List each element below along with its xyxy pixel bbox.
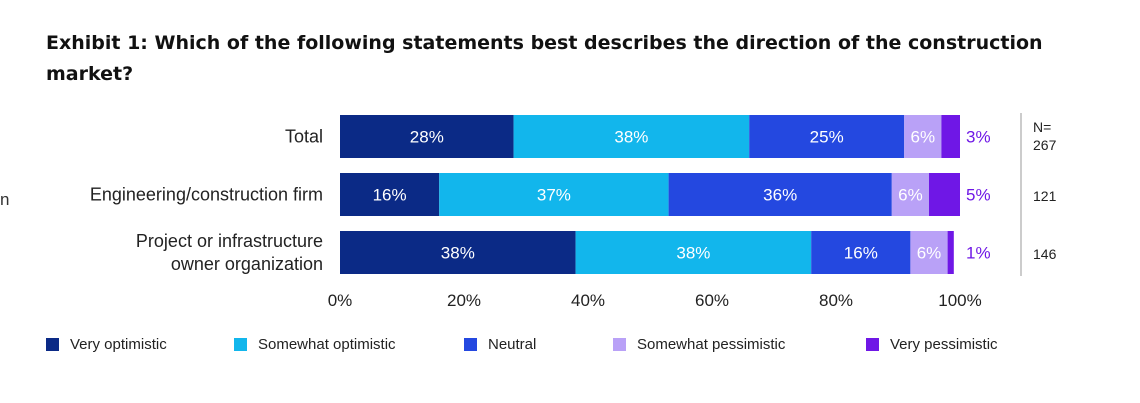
legend-swatch	[464, 338, 477, 351]
bar-segment	[941, 115, 960, 158]
n-value: 267	[1033, 137, 1057, 153]
bar-segment	[668, 173, 892, 216]
bar-segment	[910, 231, 948, 274]
legend-label: Very pessimistic	[890, 336, 998, 353]
legend-label: Neutral	[488, 336, 537, 353]
category-label: Project or infrastructure	[136, 231, 323, 251]
legend-label: Somewhat pessimistic	[637, 336, 786, 353]
data-label: 36%	[763, 186, 797, 205]
legend-item: Somewhat pessimistic	[613, 336, 785, 353]
bar-segment	[811, 231, 911, 274]
x-tick-label: 80%	[819, 291, 853, 310]
data-label: 5%	[966, 186, 991, 205]
data-label: 6%	[917, 244, 942, 263]
legend-swatch	[866, 338, 879, 351]
bar-segment	[340, 231, 576, 274]
x-tick-label: 100%	[938, 291, 981, 310]
data-label: 38%	[614, 128, 648, 147]
category-label: Engineering/construction firm	[90, 185, 323, 205]
bar-segment	[749, 115, 905, 158]
legend-item: Very optimistic	[46, 336, 167, 353]
bar-segment	[439, 173, 669, 216]
x-tick-label: 40%	[571, 291, 605, 310]
bar-segment	[891, 173, 929, 216]
bar-segment	[513, 115, 750, 158]
legend-swatch	[46, 338, 59, 351]
data-label: 37%	[537, 186, 571, 205]
bar-segment	[947, 231, 954, 274]
legend-item: Neutral	[464, 336, 536, 353]
x-tick-label: 0%	[328, 291, 353, 310]
x-tick-label: 60%	[695, 291, 729, 310]
category-label: owner organization	[171, 254, 323, 274]
bar-segment	[340, 173, 440, 216]
n-header: N=	[1033, 119, 1051, 135]
data-label: 16%	[844, 244, 878, 263]
bar-segment	[904, 115, 942, 158]
data-label: 28%	[410, 128, 444, 147]
x-tick-label: 20%	[447, 291, 481, 310]
legend-swatch	[613, 338, 626, 351]
data-label: 3%	[966, 128, 991, 147]
chart-title: Exhibit 1: Which of the following statem…	[46, 32, 1043, 85]
data-label: 38%	[676, 244, 710, 263]
bar-segment	[340, 115, 514, 158]
data-label: 38%	[441, 244, 475, 263]
legend-swatch	[234, 338, 247, 351]
category-label: Total	[285, 127, 323, 147]
data-label: 16%	[373, 186, 407, 205]
chart-legend: Very optimistic Somewhat optimistic Neutra…	[46, 336, 1046, 358]
legend-item: Somewhat optimistic	[234, 336, 396, 353]
cropped-text-fragment: n	[0, 190, 10, 209]
data-label: 6%	[898, 186, 923, 205]
data-label: 6%	[911, 128, 936, 147]
n-value: 121	[1033, 188, 1057, 204]
bar-segment	[929, 173, 960, 216]
legend-label: Somewhat optimistic	[258, 336, 396, 353]
data-label: 25%	[810, 128, 844, 147]
n-value: 146	[1033, 246, 1057, 262]
legend-item: Very pessimistic	[866, 336, 998, 353]
legend-label: Very optimistic	[70, 336, 167, 353]
bar-segment	[575, 231, 812, 274]
data-label: 1%	[966, 244, 991, 263]
